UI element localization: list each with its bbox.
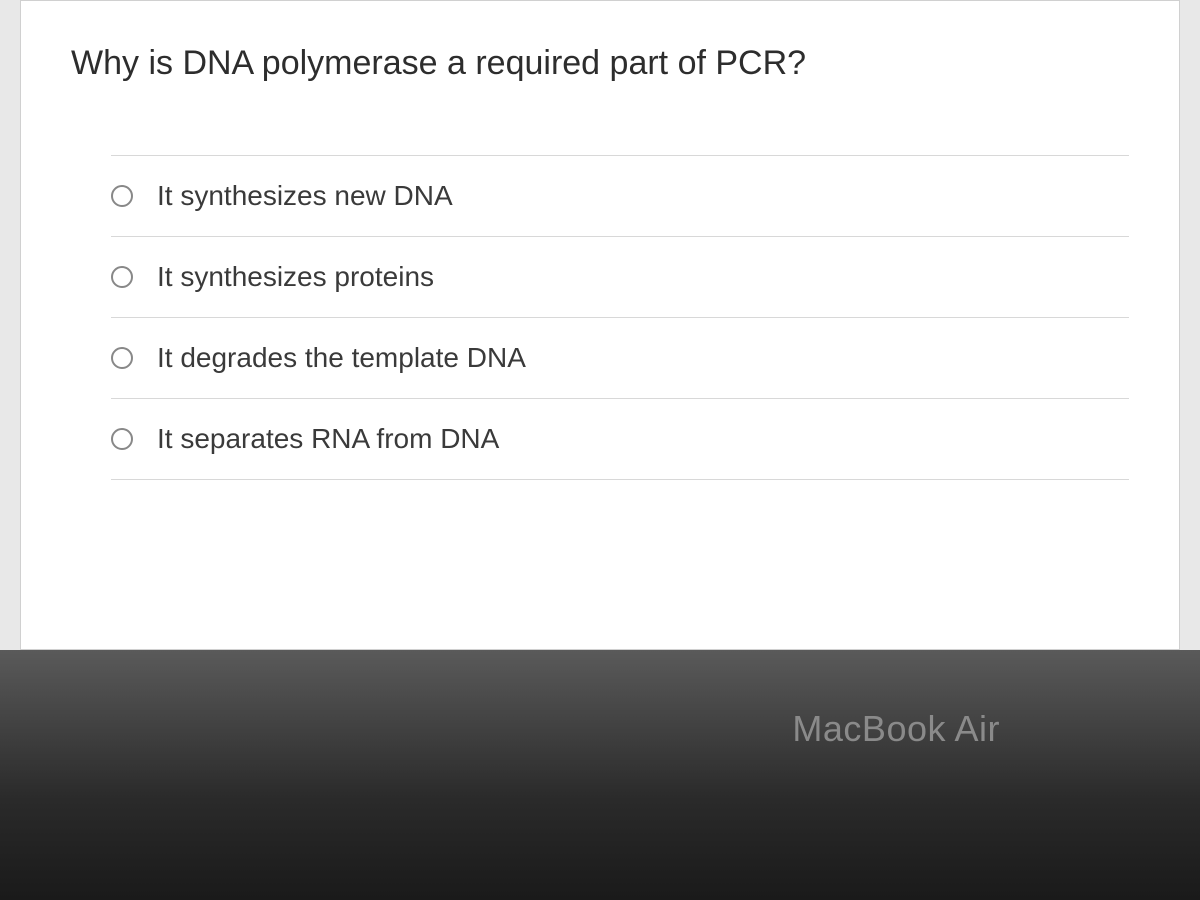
options-list: It synthesizes new DNA It synthesizes pr… — [111, 155, 1129, 480]
laptop-bezel: MacBook Air — [0, 650, 1200, 900]
radio-icon[interactable] — [111, 185, 133, 207]
quiz-card: Why is DNA polymerase a required part of… — [20, 0, 1180, 650]
option-label: It synthesizes proteins — [157, 261, 434, 293]
option-row[interactable]: It separates RNA from DNA — [111, 398, 1129, 480]
option-label: It synthesizes new DNA — [157, 180, 453, 212]
device-label: MacBook Air — [792, 708, 1000, 750]
radio-icon[interactable] — [111, 347, 133, 369]
option-row[interactable]: It synthesizes new DNA — [111, 155, 1129, 236]
question-text: Why is DNA polymerase a required part of… — [71, 41, 1129, 85]
option-label: It separates RNA from DNA — [157, 423, 499, 455]
option-row[interactable]: It degrades the template DNA — [111, 317, 1129, 398]
option-row[interactable]: It synthesizes proteins — [111, 236, 1129, 317]
radio-icon[interactable] — [111, 428, 133, 450]
option-label: It degrades the template DNA — [157, 342, 526, 374]
radio-icon[interactable] — [111, 266, 133, 288]
